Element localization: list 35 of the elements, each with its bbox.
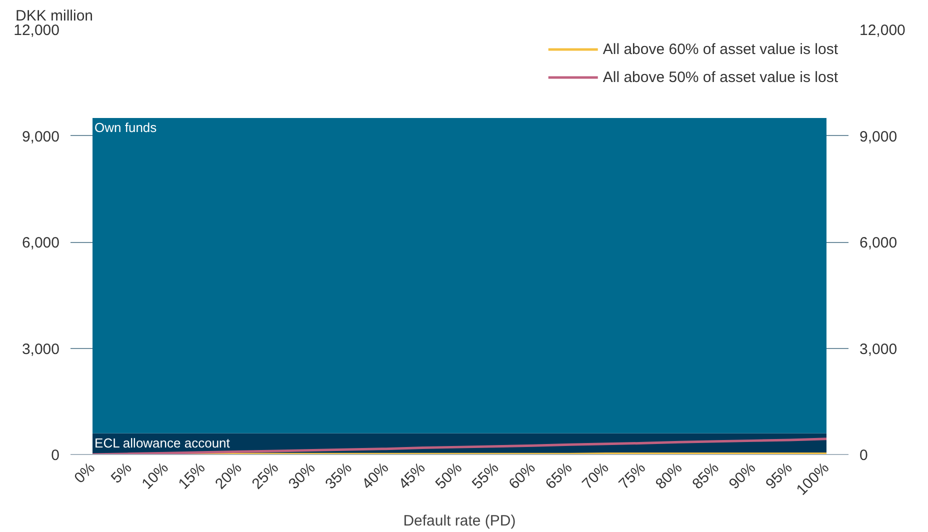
x-tick-label: 80%	[652, 459, 686, 493]
y-tick-label: 0	[51, 447, 60, 464]
x-axis-title: Default rate (PD)	[403, 512, 516, 530]
x-tick-label: 70%	[579, 459, 612, 493]
legend-label: All above 50% of asset value is lost	[602, 68, 838, 86]
x-tick-label: 95%	[762, 459, 796, 493]
y-tick-label: 3,000	[22, 340, 60, 358]
x-tick-label: 85%	[689, 459, 722, 493]
x-tick-label: 10%	[138, 459, 172, 493]
x-tick-label: 45%	[396, 459, 429, 493]
x-tick-label: 50%	[432, 459, 466, 493]
legend-label: All above 60% of asset value is lost	[602, 40, 838, 58]
y2-tick-label: 9,000	[860, 128, 898, 146]
y2-tick-label: 3,000	[860, 340, 898, 358]
x-tick-label: 35%	[322, 459, 356, 493]
x-tick-label: 5%	[108, 459, 136, 487]
x-tick-label: 75%	[616, 459, 650, 493]
y-tick-label: 9,000	[22, 128, 60, 146]
y2-tick-label: 0	[860, 447, 868, 464]
series-label: ECL allowance account	[94, 435, 230, 450]
line-series	[91, 438, 828, 454]
y-tick-label: 12,000	[14, 22, 60, 39]
y2-tick-label: 6,000	[860, 234, 898, 252]
x-tick-label: 15%	[175, 459, 209, 493]
x-tick-label: 60%	[506, 459, 539, 493]
x-tick-label: 30%	[285, 459, 319, 493]
x-tick-label: 65%	[542, 459, 576, 493]
x-tick-label: 40%	[358, 459, 392, 493]
x-tick-label: 55%	[468, 459, 502, 493]
series-label: Own funds	[94, 120, 158, 136]
x-tick-label: 0%	[71, 459, 99, 487]
y-axis-title: DKK million	[16, 8, 94, 24]
x-tick-label: 90%	[726, 459, 760, 493]
y-tick-label: 6,000	[22, 234, 60, 252]
y2-tick-label: 12,000	[860, 22, 906, 39]
